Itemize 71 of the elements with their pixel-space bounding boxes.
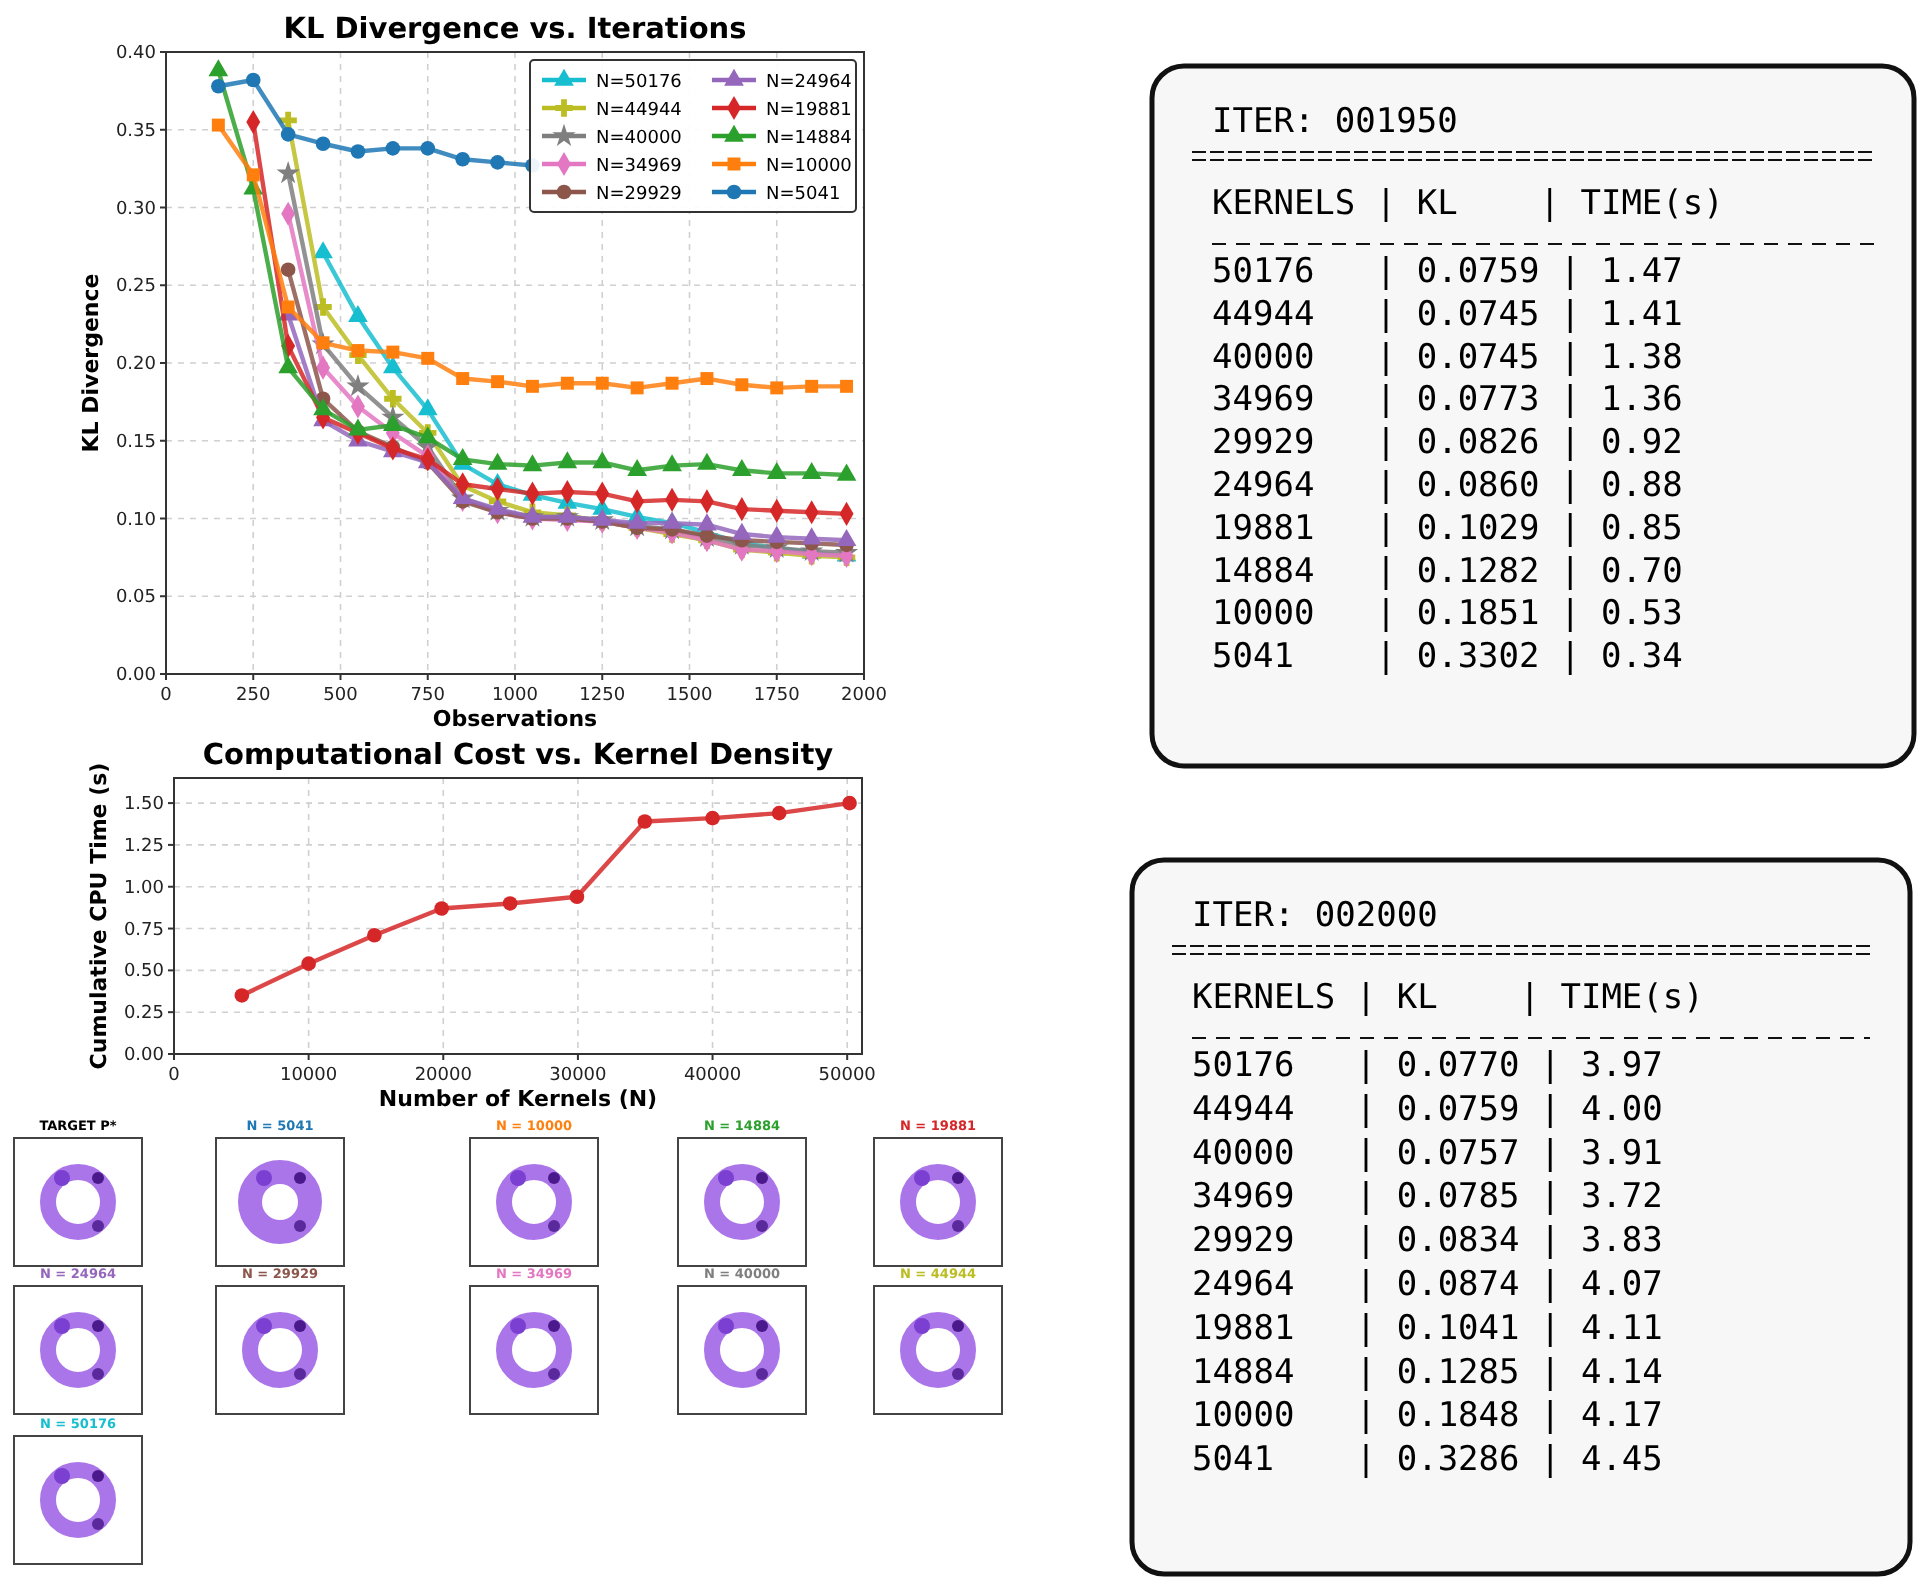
y-tick-label: 1.25 xyxy=(123,836,164,857)
chart-title: Computational Cost vs. Kernel Density xyxy=(202,740,835,772)
text: 19881 | 0.1041 | 4.11 xyxy=(1192,1308,1663,1349)
legend-label: N=44944 xyxy=(596,101,683,121)
x-axis-title: Number of Kernels (N) xyxy=(378,1086,658,1112)
x-tick-label: 0 xyxy=(168,1066,181,1086)
text: 29929 | 0.0834 | 3.83 xyxy=(1192,1221,1663,1262)
legend-label: N=10000 xyxy=(766,157,853,177)
text: 44944 | 0.0759 | 4.00 xyxy=(1192,1089,1663,1130)
y-tick-label: 1.50 xyxy=(123,795,165,816)
text: 10000 | 0.1848 | 4.17 xyxy=(1192,1396,1663,1437)
x-tick-label: 500 xyxy=(323,686,359,706)
text: 24964 | 0.0860 | 0.88 xyxy=(1212,466,1683,506)
text: 44944 | 0.0745 | 1.41 xyxy=(1212,294,1683,335)
x-tick-label: 1500 xyxy=(666,686,713,706)
text: 10000 | 0.1851 | 0.53 xyxy=(1212,594,1683,635)
x-tick-label: 1750 xyxy=(753,686,801,706)
x-axis-title: Observations xyxy=(432,706,599,732)
text: 14884 | 0.1285 | 4.14 xyxy=(1192,1352,1663,1393)
x-tick-label: 1000 xyxy=(492,686,539,706)
y-tick-label: 1.00 xyxy=(123,878,165,899)
x-tick-label: 2000 xyxy=(841,686,888,706)
text: ITER: 002000 xyxy=(1192,896,1438,936)
x-tick-label: 750 xyxy=(410,686,446,706)
y-tick-label: 0.25 xyxy=(115,277,156,298)
x-tick-label: 40000 xyxy=(683,1066,742,1086)
y-tick-label: 0.25 xyxy=(123,1004,164,1025)
legend-label: N=14884 xyxy=(766,129,853,149)
x-tick-label: 20000 xyxy=(414,1066,473,1086)
text: 29929 | 0.0826 | 0.92 xyxy=(1212,423,1683,464)
legend-label: N=40000 xyxy=(596,129,683,149)
y-tick-label: 0.05 xyxy=(115,588,156,609)
text: KERNELS | KL | TIME(s) xyxy=(1192,978,1704,1018)
y-axis-title: KL Divergence xyxy=(78,273,104,453)
text: 5041 | 0.3302 | 0.34 xyxy=(1212,637,1683,678)
y-tick-label: 0.50 xyxy=(123,962,165,983)
y-tick-label: 0.20 xyxy=(115,355,157,375)
x-tick-label: 50000 xyxy=(818,1066,877,1086)
y-tick-label: 0.30 xyxy=(115,199,157,220)
text: 19881 | 0.1029 | 0.85 xyxy=(1212,508,1683,549)
text: 34969 | 0.0773 | 1.36 xyxy=(1212,380,1683,421)
y-tick-label: 0.00 xyxy=(115,666,157,686)
legend-label: N=19881 xyxy=(766,101,852,121)
y-tick-label: 0.15 xyxy=(115,432,156,453)
x-tick-label: 0 xyxy=(160,686,173,706)
y-tick-label: 0.75 xyxy=(123,920,164,941)
y-tick-label: 0.40 xyxy=(115,44,157,64)
legend-label: N=29929 xyxy=(596,185,683,205)
text: 50176 | 0.0770 | 3.97 xyxy=(1192,1046,1663,1086)
text: 14884 | 0.1282 | 0.70 xyxy=(1212,551,1683,592)
x-tick-label: 1250 xyxy=(579,686,626,706)
y-axis-title: Cumulative CPU Time (s) xyxy=(86,762,112,1070)
y-tick-label: 0.00 xyxy=(123,1046,165,1066)
legend-label: N=50176 xyxy=(596,73,683,93)
legend-label: N=24964 xyxy=(766,73,853,93)
text: 50176 | 0.0759 | 1.47 xyxy=(1212,252,1683,292)
text: KERNELS | KL | TIME(s) xyxy=(1212,184,1724,224)
x-tick-label: 250 xyxy=(236,686,271,706)
y-tick-label: 0.10 xyxy=(115,510,157,531)
text: 24964 | 0.0874 | 4.07 xyxy=(1192,1265,1663,1305)
text: 5041 | 0.3286 | 4.45 xyxy=(1192,1440,1663,1481)
x-tick-label: 30000 xyxy=(549,1066,608,1086)
text: 34969 | 0.0785 | 3.72 xyxy=(1192,1177,1663,1218)
legend-label: N=34969 xyxy=(596,157,683,177)
text: ITER: 001950 xyxy=(1212,102,1458,142)
x-tick-label: 10000 xyxy=(280,1066,338,1086)
y-tick-label: 0.35 xyxy=(115,121,156,142)
text: 40000 | 0.0757 | 3.91 xyxy=(1192,1133,1663,1174)
legend-label: N=5041 xyxy=(766,185,841,205)
chart-title: KL Divergence vs. Iterations xyxy=(283,14,747,46)
text: 40000 | 0.0745 | 1.38 xyxy=(1212,337,1683,378)
